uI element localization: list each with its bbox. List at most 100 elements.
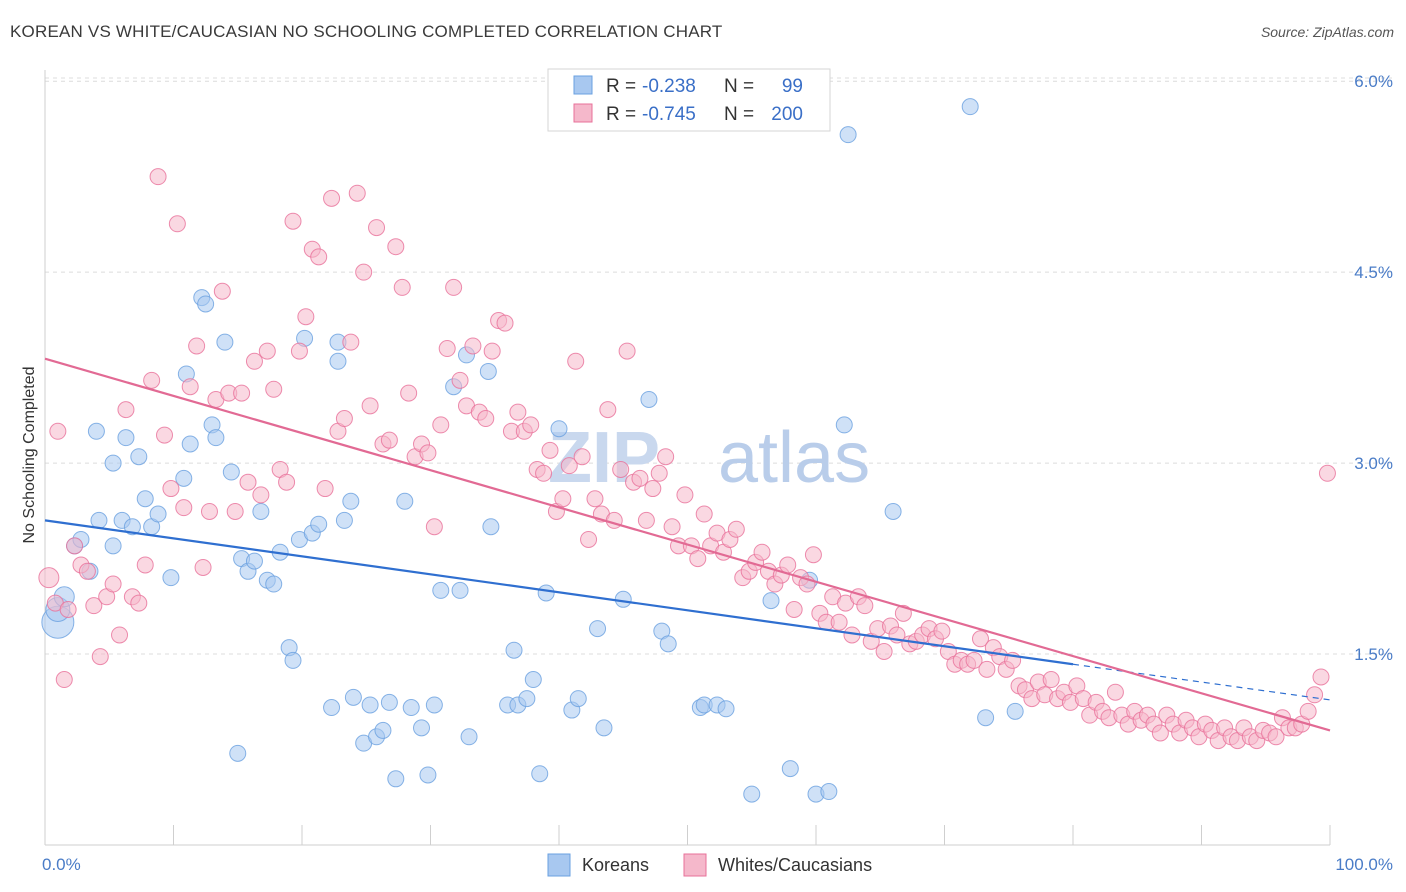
- white-point: [316, 480, 334, 498]
- white-point: [85, 597, 103, 615]
- white-point: [875, 643, 893, 661]
- trend-lines: [44, 357, 1331, 732]
- korean-point: [374, 721, 392, 739]
- white-point: [612, 460, 630, 478]
- korean-point: [460, 728, 478, 746]
- white-point: [111, 626, 129, 644]
- white-point: [348, 184, 366, 202]
- korean-point: [505, 641, 523, 659]
- stats-legend-r-value-koreans: -0.238: [642, 76, 696, 97]
- white-point: [432, 416, 450, 434]
- stats-legend-n-label-koreans: N =: [724, 76, 754, 97]
- korean-point: [820, 783, 838, 801]
- white-point: [297, 308, 315, 326]
- korean-point: [531, 765, 549, 783]
- white-point: [425, 518, 443, 536]
- y-tick-label: 1.5%: [1354, 645, 1393, 664]
- series-legend-label-whites: Whites/Caucasians: [718, 855, 872, 875]
- white-point: [451, 371, 469, 389]
- korean-point: [344, 688, 362, 706]
- white-point: [38, 567, 60, 589]
- stats-legend-r-label-koreans: R =: [606, 76, 636, 97]
- korean-point: [614, 590, 632, 608]
- white-point: [66, 537, 84, 555]
- white-point: [631, 469, 649, 487]
- korean-point: [432, 581, 450, 599]
- white-point: [149, 168, 167, 186]
- stats-legend-swatch-whites: [573, 103, 593, 123]
- white-point: [188, 337, 206, 355]
- korean-point: [451, 581, 469, 599]
- stats-legend-n-value-koreans: 99: [782, 76, 803, 97]
- white-point: [252, 486, 270, 504]
- white-point: [265, 380, 283, 398]
- white-point: [644, 480, 662, 498]
- white-point: [779, 556, 797, 574]
- white-point: [368, 219, 386, 237]
- series-legend-swatch-koreans: [547, 853, 571, 877]
- korean-point: [104, 537, 122, 555]
- stats-legend-box: [547, 68, 831, 132]
- korean-point: [589, 620, 607, 638]
- y-tick-labels: 1.5% 3.0% 4.5% 6.0%: [1354, 72, 1393, 664]
- korean-point: [518, 690, 536, 708]
- white-point: [49, 422, 67, 440]
- white-point: [162, 480, 180, 498]
- white-point: [496, 314, 514, 332]
- korean-point: [252, 502, 270, 520]
- x-tick-labels: 0.0% 100.0%: [42, 855, 1393, 874]
- korean-point: [90, 511, 108, 529]
- white-point: [335, 410, 353, 428]
- x-tick-label: 0.0%: [42, 855, 81, 874]
- korean-point: [537, 584, 555, 602]
- white-point: [560, 457, 578, 475]
- stats-legend-n-label-whites: N =: [724, 104, 754, 125]
- white-point: [689, 550, 707, 568]
- white-point: [804, 546, 822, 564]
- white-point: [284, 212, 302, 230]
- white-point: [55, 671, 73, 689]
- stats-legend-r-label-whites: R =: [606, 104, 636, 125]
- white-point: [200, 502, 218, 520]
- korean-point: [835, 416, 853, 434]
- korean-point: [1006, 702, 1024, 720]
- white-point: [91, 648, 109, 666]
- korean-point: [197, 295, 215, 313]
- korean-point: [216, 333, 234, 351]
- y-tick-label: 4.5%: [1354, 263, 1393, 282]
- white-point: [978, 660, 996, 678]
- white-point: [522, 416, 540, 434]
- korean-point: [123, 518, 141, 536]
- korean-point: [361, 696, 379, 714]
- korean-point: [181, 435, 199, 453]
- korean-point: [839, 126, 857, 144]
- white-point: [168, 215, 186, 233]
- korean-point: [265, 575, 283, 593]
- white-point: [59, 600, 77, 618]
- korean-point: [222, 463, 240, 481]
- korean-point: [419, 766, 437, 784]
- white-point: [650, 464, 668, 482]
- korean-point: [284, 651, 302, 669]
- korean-point: [524, 671, 542, 689]
- korean-point: [175, 469, 193, 487]
- white-point: [965, 651, 983, 669]
- white-point: [971, 630, 989, 648]
- korean-point: [569, 690, 587, 708]
- white-point: [509, 403, 527, 421]
- white-point: [213, 282, 231, 300]
- korean-point: [781, 760, 799, 778]
- white-point: [785, 600, 803, 618]
- white-point: [438, 340, 456, 358]
- korean-point: [482, 518, 500, 536]
- white-point: [181, 378, 199, 396]
- korean-point: [104, 454, 122, 472]
- series-legend-swatch-whites: [683, 853, 707, 877]
- korean-point: [884, 502, 902, 520]
- white-point: [567, 352, 585, 370]
- stats-legend: R = -0.238 N = 99 R = -0.745 N = 200: [547, 68, 831, 132]
- white-point: [393, 278, 411, 296]
- korean-point: [380, 693, 398, 711]
- white-point: [753, 543, 771, 561]
